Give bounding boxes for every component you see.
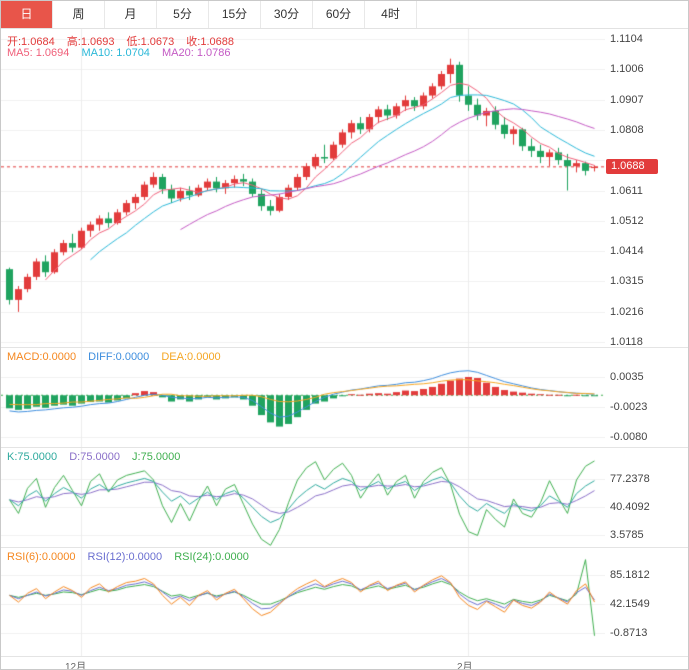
tab-60min[interactable]: 60分 (313, 1, 365, 28)
tab-15min[interactable]: 15分 (209, 1, 261, 28)
tab-day[interactable]: 日 (1, 1, 53, 28)
kdj-y-axis: 77.2378 40.4092 3.5785 (605, 448, 688, 547)
kdj-chart-canvas[interactable] (1, 448, 605, 547)
x-axis: 12月 2月 (1, 656, 688, 670)
ma10-value: MA10: 1.0704 (81, 47, 150, 59)
y-axis-label: 1.0414 (610, 245, 644, 258)
y-axis-label: 1.0118 (610, 336, 643, 348)
y-axis-label: -0.8713 (610, 627, 648, 639)
macd-panel: MACD:0.0000 DIFF:0.0000 DEA:0.0000 0.003… (1, 347, 688, 447)
diff-value: DIFF:0.0000 (88, 351, 150, 363)
k-value: K:75.0000 (7, 451, 58, 463)
kdj-panel: K:75.0000 D:75.0000 J:75.0000 77.2378 40.… (1, 447, 688, 547)
y-axis-label: 1.0216 (610, 305, 644, 318)
rsi24-value: RSI(24):0.0000 (174, 551, 249, 563)
y-axis-label: -0.0080 (610, 431, 648, 443)
tab-4hour[interactable]: 4时 (365, 1, 417, 28)
rsi12-value: RSI(12):0.0000 (87, 551, 163, 563)
tab-5min[interactable]: 5分 (157, 1, 209, 28)
y-axis-label: 1.1104 (610, 33, 643, 45)
ohlc-legend: 开:1.0684 高:1.0693 低:1.0673 收:1.0688 (7, 33, 243, 49)
y-axis-label: 42.1549 (610, 598, 650, 610)
open-value: 开:1.0684 (7, 36, 55, 48)
rsi6-value: RSI(6):0.0000 (7, 551, 76, 563)
current-price-badge: 1.0688 (606, 159, 658, 174)
x-axis-label-december: 12月 (65, 662, 87, 670)
low-value: 低:1.0673 (126, 36, 175, 48)
tab-week[interactable]: 周 (53, 1, 105, 28)
y-axis-label: 85.1812 (610, 569, 650, 581)
y-axis-label: 1.0907 (610, 93, 644, 106)
y-axis-label: 1.0512 (610, 214, 644, 227)
y-axis-label: 1.1006 (610, 63, 644, 76)
high-value: 高:1.0693 (66, 36, 115, 48)
ma-legend: MA5: 1.0694 MA10: 1.0704 MA20: 1.0786 (7, 47, 240, 59)
x-axis-label-february: 2月 (457, 662, 473, 670)
y-axis-label: 3.5785 (610, 529, 644, 541)
dea-value: DEA:0.0000 (161, 351, 221, 363)
tab-month[interactable]: 月 (105, 1, 157, 28)
tab-30min[interactable]: 30分 (261, 1, 313, 28)
d-value: D:75.0000 (69, 451, 120, 463)
price-chart-canvas[interactable] (1, 29, 605, 347)
rsi-chart-canvas[interactable] (1, 548, 605, 656)
rsi-y-axis: 85.1812 42.1549 -0.8713 (605, 548, 688, 656)
y-axis-label: 1.0611 (610, 184, 643, 197)
ma5-value: MA5: 1.0694 (7, 47, 70, 59)
j-value: J:75.0000 (132, 451, 181, 463)
y-axis-label: 40.4092 (610, 501, 650, 513)
y-axis-label: 77.2378 (610, 473, 650, 485)
rsi-panel: RSI(6):0.0000 RSI(12):0.0000 RSI(24):0.0… (1, 547, 688, 656)
macd-chart-canvas[interactable] (1, 348, 605, 447)
y-axis-label: 1.0315 (610, 275, 644, 288)
rsi-legend: RSI(6):0.0000 RSI(12):0.0000 RSI(24):0.0… (7, 551, 258, 563)
macd-y-axis: 0.0035 -0.0023 -0.0080 (605, 348, 688, 447)
kdj-legend: K:75.0000 D:75.0000 J:75.0000 (7, 451, 189, 463)
timeframe-toolbar: 日 周 月 5分 15分 30分 60分 4时 (1, 1, 688, 29)
macd-legend: MACD:0.0000 DIFF:0.0000 DEA:0.0000 (7, 351, 230, 363)
close-value: 收:1.0688 (186, 36, 234, 48)
y-axis-label: -0.0023 (610, 401, 648, 413)
price-y-axis: 1.1104 1.1006 1.0907 1.0808 1.0611 1.0512 1.04… (605, 29, 688, 348)
ma20-value: MA20: 1.0786 (162, 47, 231, 59)
y-axis-label: 0.0035 (610, 371, 644, 383)
y-axis-label: 1.0808 (610, 123, 644, 136)
macd-value: MACD:0.0000 (7, 351, 77, 363)
price-panel: 开:1.0684 高:1.0693 低:1.0673 收:1.0688 MA5:… (1, 29, 688, 348)
